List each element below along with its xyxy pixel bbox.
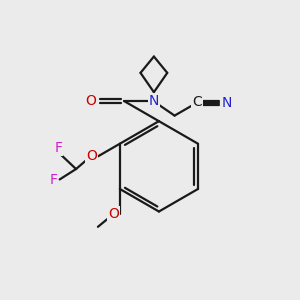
Text: N: N [222,96,232,110]
Text: N: N [149,94,159,108]
Text: C: C [192,95,202,110]
Text: F: F [54,141,62,154]
Text: F: F [49,173,57,187]
Text: O: O [85,94,96,108]
Text: O: O [86,149,97,163]
Text: O: O [108,207,119,221]
